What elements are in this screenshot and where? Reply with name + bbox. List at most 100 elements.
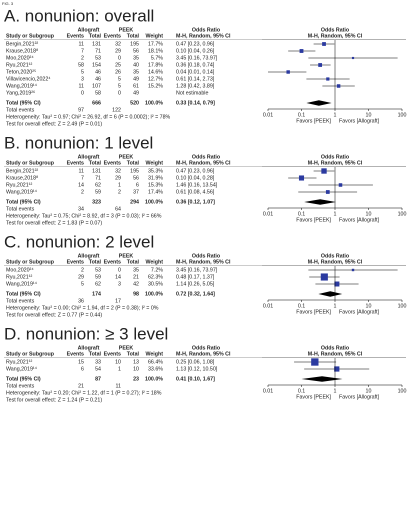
study-name: Ryu,2021¹² (6, 274, 32, 280)
total-label: Total (95% CI) (6, 199, 41, 205)
weight: 62.3% (148, 274, 163, 280)
peek-total: 56 (133, 175, 139, 181)
odds-ratio-text: 0.47 [0.23, 0.96] (176, 41, 215, 47)
allograft-events: 6 (81, 366, 84, 372)
favors-right: Favors [Allograft] (339, 394, 380, 400)
peek-total-events: 17 (115, 298, 121, 304)
column-header: Total (89, 33, 102, 39)
allograft-total: 107 (92, 83, 101, 89)
group-header: Odds Ratio (192, 27, 221, 33)
group-header: Odds Ratio (321, 345, 350, 351)
peek-total-sum: 23 (133, 376, 139, 382)
total-events-label: Total events (6, 298, 35, 304)
odds-ratio-text: 3.45 [0.16, 73.97] (176, 267, 218, 273)
column-header: Study or Subgroup (6, 259, 55, 265)
column-header: Weight (145, 160, 163, 166)
column-header: Weight (145, 351, 163, 357)
x-tick-label: 0.1 (298, 388, 305, 394)
allograft-events: 58 (78, 62, 84, 68)
x-tick-label: 0.01 (263, 112, 273, 118)
x-tick-label: 100 (398, 211, 407, 217)
x-tick-label: 10 (366, 211, 372, 217)
study-square (325, 190, 330, 194)
allograft-events: 7 (81, 175, 84, 181)
weight: 7.2% (151, 267, 163, 273)
study-name: Wang,2019¹⁴ (6, 366, 38, 372)
allograft-total: 59 (95, 189, 101, 195)
peek-total: 61 (133, 83, 139, 89)
weight: 33.6% (148, 366, 163, 372)
column-header: M-H, Random, 95% CI (176, 33, 231, 39)
column-header: M-H, Random, 95% CI (308, 351, 363, 357)
overall-effect: Test for overall effect: Z = 0.77 (P = 0… (6, 312, 102, 318)
allograft-total: 33 (95, 359, 101, 365)
group-header: Allograft (78, 154, 100, 160)
x-tick-label: 10 (366, 388, 372, 394)
x-tick-label: 0.01 (263, 303, 273, 309)
odds-ratio-text: 0.61 [0.08, 4.56] (176, 189, 215, 195)
odds-ratio-text: 0.04 [0.01, 0.14] (176, 69, 215, 75)
column-header: M-H, Random, 95% CI (308, 259, 363, 265)
weight: 17.7% (148, 41, 163, 47)
peek-events: 29 (115, 175, 121, 181)
peek-total: 21 (133, 274, 139, 280)
column-header: Total (127, 351, 140, 357)
allograft-total: 131 (92, 41, 101, 47)
peek-total-sum: 294 (130, 199, 139, 205)
total-label: Total (95% CI) (6, 291, 41, 297)
x-tick-label: 10 (366, 112, 372, 118)
peek-events: 2 (118, 189, 121, 195)
column-header: Total (89, 351, 102, 357)
allograft-total: 71 (95, 48, 101, 54)
study-name: Bergin,2021²² (6, 168, 38, 174)
peek-total-events: 64 (115, 206, 121, 212)
group-header: Odds Ratio (192, 253, 221, 259)
peek-total: 195 (130, 168, 139, 174)
weight: 31.9% (148, 175, 163, 181)
odds-ratio-text: 0.10 [0.04, 0.26] (176, 48, 215, 54)
odds-ratio-text: 3.45 [0.16, 73.97] (176, 55, 218, 61)
total-diamond (306, 100, 332, 106)
overall-effect: Test for overall effect: Z = 2.49 (P = 0… (6, 121, 102, 127)
x-tick-label: 1 (334, 388, 337, 394)
allograft-total: 62 (95, 281, 101, 287)
total-events-label: Total events (6, 383, 35, 389)
x-tick-label: 100 (398, 303, 407, 309)
favors-left: Favors [PEEK] (296, 217, 331, 223)
study-square (351, 268, 355, 272)
peek-events: 5 (118, 76, 121, 82)
study-name: Yang,2019²⁶ (6, 90, 35, 96)
column-header: Total (89, 160, 102, 166)
column-header: Events (104, 160, 121, 166)
peek-total: 195 (130, 41, 139, 47)
peek-events: 0 (118, 90, 121, 96)
peek-events: 32 (115, 41, 121, 47)
favors-right: Favors [Allograft] (339, 309, 380, 315)
study-square (298, 175, 305, 181)
total-events-label: Total events (6, 107, 35, 113)
allograft-total-sum: 666 (92, 100, 101, 106)
peek-events: 29 (115, 48, 121, 54)
peek-events: 25 (115, 62, 121, 68)
favors-right: Favors [Allograft] (339, 217, 380, 223)
panel-title: A. nonunion: overall (4, 6, 154, 25)
favors-left: Favors [PEEK] (296, 118, 331, 124)
favors-right: Favors [Allograft] (339, 118, 380, 124)
allograft-total: 71 (95, 175, 101, 181)
allograft-total: 46 (95, 69, 101, 75)
total-weight: 100.0% (145, 376, 163, 382)
allograft-total: 46 (95, 76, 101, 82)
peek-total: 49 (133, 76, 139, 82)
panel-title: C. nonunion: 2 level (4, 232, 154, 251)
column-header: Events (67, 259, 84, 265)
study-square (286, 70, 290, 74)
x-tick-label: 100 (398, 388, 407, 394)
x-tick-label: 0.01 (263, 211, 273, 217)
weight: 14.6% (148, 69, 163, 75)
total-label: Total (95% CI) (6, 100, 41, 106)
total-events-label: Total events (6, 206, 35, 212)
odds-ratio-text: 1.13 [0.12, 10.50] (176, 366, 218, 372)
peek-events: 14 (115, 274, 121, 280)
group-header: PEEK (119, 154, 134, 160)
